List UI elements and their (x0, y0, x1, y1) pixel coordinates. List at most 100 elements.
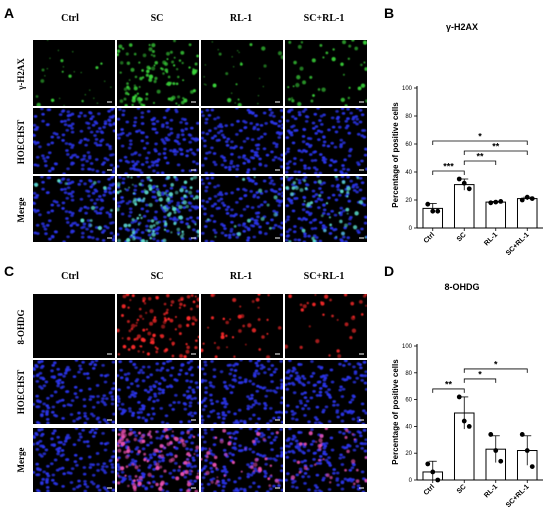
chart-d-data-point (519, 432, 525, 437)
panel-a: A Ctrl SC RL-1 SC+RL-1 γ-H2AX HOECHST Me… (4, 5, 367, 242)
panel-a-col-sc: SC (151, 13, 164, 24)
chart-b-data-point (498, 199, 504, 204)
panel-c: C Ctrl SC RL-1 SC+RL-1 8-OHDG HOECHST Me… (4, 263, 367, 492)
micrograph-green-scrl1 (285, 40, 367, 106)
chart-b-category-label: Ctrl (423, 231, 437, 245)
chart-b-data-point (435, 208, 441, 214)
chart-d-ytick-label: 20 (405, 451, 412, 457)
panel-a-letter: A (4, 5, 14, 21)
chart-b-bar (485, 201, 507, 229)
micrograph-merge-sc (117, 428, 199, 492)
chart-b: B γ-H2AX Percentage of positive cells 0 2… (384, 5, 543, 257)
panel-c-row-8ohdg: 8-OHDG (16, 310, 26, 345)
panel-a-col-rl1: RL-1 (230, 13, 252, 24)
panel-c-col-sc: SC (151, 271, 164, 282)
chart-d-ytick-label: 40 (405, 424, 412, 430)
micrograph-blue-ctrl (33, 360, 115, 424)
chart-b-bar (453, 184, 475, 229)
chart-b-sig-label: *** (443, 162, 454, 172)
panel-c-col-ctrl: Ctrl (61, 271, 79, 282)
chart-b-category-label: RL-1 (483, 231, 499, 247)
micrograph-merge-scrl1 (285, 176, 367, 242)
chart-d-sig-bracket (463, 368, 528, 373)
chart-b-ytick-label: 0 (409, 226, 413, 232)
chart-b-ytick-label: 20 (405, 198, 412, 204)
micrograph-green-ctrl (33, 40, 115, 106)
panel-a-row-merge: Merge (16, 198, 26, 223)
chart-d-ytick-label: 0 (409, 478, 413, 484)
micrograph-merge-rl1 (201, 428, 283, 492)
chart-d-category-label: SC (456, 483, 468, 495)
chart-b-data-point (461, 180, 467, 186)
chart-b-data-point (430, 208, 436, 214)
chart-b-bar (516, 198, 538, 229)
chart-d-ytick-label: 60 (405, 398, 412, 404)
chart-b-sig-bracket (432, 140, 528, 145)
chart-b-sig-bracket (432, 170, 465, 175)
micrograph-merge-sc (117, 176, 199, 242)
chart-b-ylabel: Percentage of positive cells (391, 102, 400, 208)
micrograph-red-sc (117, 294, 199, 358)
chart-d-category-label: Ctrl (423, 483, 437, 497)
panel-c-row-merge: Merge (16, 448, 26, 473)
chart-d-data-point (493, 448, 499, 453)
chart-b-sig-bracket (463, 160, 497, 165)
micrograph-blue-scrl1 (285, 108, 367, 174)
panel-a-row-hoechst: HOECHST (16, 120, 26, 165)
chart-b-ytick-label: 40 (405, 170, 412, 176)
chart-d-sig-bracket (432, 388, 465, 393)
micrograph-merge-rl1 (201, 176, 283, 242)
micrograph-red-rl1 (201, 294, 283, 358)
chart-b-letter: B (384, 5, 394, 21)
chart-b-data-point (524, 194, 530, 200)
chart-d-data-point (498, 458, 504, 464)
chart-b-data-point (529, 196, 535, 202)
chart-b-title: γ-H2AX (446, 22, 478, 32)
chart-d-letter: D (384, 263, 394, 279)
micrograph-blue-sc (117, 360, 199, 424)
chart-d-data-point (466, 424, 472, 429)
chart-b-data-point (466, 186, 472, 192)
chart-d-data-point (524, 448, 530, 453)
micrograph-red-ctrl (33, 294, 115, 358)
panel-a-col-scrl1: SC+RL-1 (304, 13, 345, 24)
chart-b-sig-label: ** (476, 152, 484, 162)
chart-d-sig-label: * (478, 369, 482, 379)
micrograph-merge-ctrl (33, 428, 115, 492)
chart-b-category-label: SC+RL-1 (505, 231, 531, 257)
micrograph-green-sc (117, 40, 199, 106)
chart-d-data-point (461, 418, 467, 424)
chart-d-ytick-label: 100 (402, 344, 413, 350)
micrograph-blue-scrl1 (285, 360, 367, 424)
panel-a-image-grid (33, 40, 367, 242)
chart-d-data-point (456, 394, 462, 400)
chart-b-data-point (425, 201, 431, 207)
chart-d-sig-label: ** (445, 379, 453, 389)
chart-b-data-point (488, 200, 494, 206)
chart-d-data-point (435, 477, 441, 483)
chart-d-data-point (488, 432, 494, 437)
chart-b-data-point (519, 197, 525, 203)
panel-c-row-hoechst: HOECHST (16, 370, 26, 415)
chart-d-title: 8-OHDG (444, 282, 479, 292)
chart-b-sig-bracket (463, 150, 528, 155)
chart-b-ytick-label: 60 (405, 142, 412, 148)
chart-b-ytick-label: 80 (405, 114, 412, 120)
chart-b-category-label: SC (456, 231, 468, 243)
panel-c-image-grid (33, 294, 367, 492)
micrograph-blue-sc (117, 108, 199, 174)
micrograph-blue-rl1 (201, 108, 283, 174)
chart-b-ytick-label: 100 (402, 86, 413, 92)
panel-a-col-ctrl: Ctrl (61, 13, 79, 24)
chart-d: D 8-OHDG Percentage of positive cells 0 2… (384, 263, 543, 509)
chart-d-ylabel: Percentage of positive cells (391, 359, 400, 465)
micrograph-merge-scrl1 (285, 428, 367, 492)
chart-d-category-label: SC+RL-1 (505, 483, 531, 509)
chart-d-data-point (425, 461, 431, 467)
panel-c-col-scrl1: SC+RL-1 (304, 271, 345, 282)
chart-b-sig-label: ** (492, 142, 500, 152)
